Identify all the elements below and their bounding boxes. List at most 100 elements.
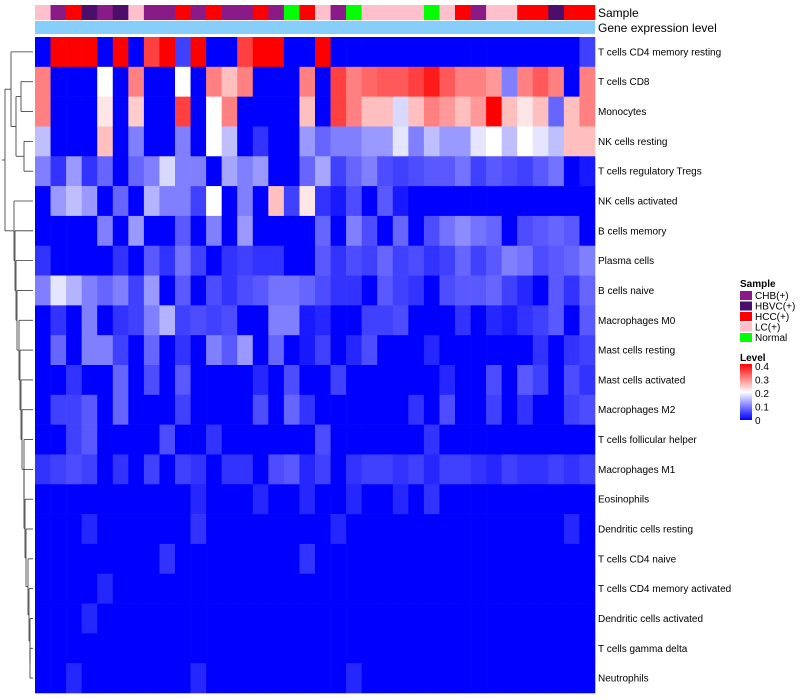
heatmap-cell <box>252 156 269 187</box>
heatmap-cell <box>470 186 487 217</box>
heatmap-cell <box>190 96 207 127</box>
heatmap-cell <box>486 66 502 97</box>
level-legend-tick: 0.4 <box>755 362 769 373</box>
heatmap-cell <box>501 603 518 634</box>
heatmap-cell <box>221 454 238 485</box>
heatmap-cell <box>455 335 471 366</box>
heatmap-cell <box>190 663 207 694</box>
heatmap-cell <box>283 305 300 336</box>
heatmap-cell <box>455 394 471 425</box>
heatmap-cell <box>97 394 114 425</box>
heatmap-cell <box>517 335 534 366</box>
heatmap-cell <box>35 37 51 68</box>
heatmap-cell <box>283 96 300 127</box>
heatmap-cell <box>112 543 129 575</box>
heatmap-cell <box>346 96 362 127</box>
sample-annotation-cell <box>299 5 316 20</box>
heatmap-cell <box>439 305 456 336</box>
heatmap-cell <box>315 96 331 127</box>
sample-annotation-cell <box>128 5 145 20</box>
heatmap-cell <box>50 484 67 515</box>
sample-annotation-cell <box>112 5 129 20</box>
heatmap-cell <box>159 96 176 127</box>
heatmap-cell <box>50 633 67 664</box>
heatmap-cells <box>35 37 596 694</box>
heatmap-cell <box>283 275 300 306</box>
heatmap-cell <box>532 543 549 575</box>
heatmap-cell <box>143 394 160 425</box>
heatmap-cell <box>517 454 534 485</box>
heatmap-cell <box>206 96 222 127</box>
heatmap-cell <box>517 365 534 396</box>
heatmap-cell <box>50 126 67 157</box>
heatmap-cell <box>97 424 114 455</box>
heatmap-cell <box>315 573 331 604</box>
heatmap-cell <box>206 215 222 247</box>
heatmap-cell <box>50 335 67 366</box>
heatmap-cell <box>408 37 425 68</box>
heatmap-cell <box>377 156 394 187</box>
heatmap-cell <box>501 424 518 455</box>
heatmap-cell <box>563 603 580 634</box>
heatmap-cell <box>252 126 269 157</box>
heatmap-cell <box>159 365 176 396</box>
heatmap-cell <box>392 37 409 68</box>
heatmap-cell <box>517 305 534 336</box>
heatmap-cell <box>486 335 502 366</box>
heatmap-cell <box>252 543 269 575</box>
heatmap-cell <box>315 186 331 217</box>
heatmap-cell <box>112 66 129 97</box>
heatmap-cell <box>470 305 487 336</box>
heatmap-cell <box>175 156 191 187</box>
heatmap-cell <box>237 663 254 694</box>
heatmap-cell <box>283 484 300 515</box>
heatmap-cell <box>112 96 129 127</box>
heatmap-cell <box>532 365 549 396</box>
heatmap-cell <box>81 394 98 425</box>
sample-annotation-cell <box>548 5 565 20</box>
heatmap-cell <box>268 126 285 157</box>
heatmap-cell <box>455 305 471 336</box>
heatmap-cell <box>221 66 238 97</box>
heatmap-cell <box>299 603 316 634</box>
heatmap-cell <box>221 37 238 68</box>
heatmap-cell <box>501 484 518 515</box>
heatmap-cell <box>112 394 129 425</box>
heatmap-cell <box>112 186 129 217</box>
heatmap-cell <box>299 96 316 127</box>
heatmap-cell <box>97 186 114 217</box>
heatmap-cell <box>501 543 518 575</box>
heatmap-cell <box>517 156 534 187</box>
heatmap-cell <box>532 37 549 68</box>
heatmap-cell <box>128 215 145 247</box>
heatmap-cell <box>423 484 440 515</box>
heatmap-cell <box>501 215 518 247</box>
heatmap-cell <box>128 156 145 187</box>
heatmap-cell <box>470 603 487 634</box>
heatmap-cell <box>455 186 471 217</box>
sample-annotation-cell <box>206 5 222 20</box>
row-label: Plasma cells <box>598 256 654 267</box>
sample-annotation-cell <box>237 5 254 20</box>
heatmap-cell <box>392 394 409 425</box>
heatmap-cell <box>579 663 596 694</box>
heatmap-cell <box>237 603 254 634</box>
heatmap-cell <box>252 186 269 217</box>
heatmap-cell <box>175 126 191 157</box>
heatmap-cell <box>252 37 269 68</box>
heatmap-cell <box>35 275 51 306</box>
heatmap-cell <box>548 37 565 68</box>
heatmap-cell <box>346 215 362 247</box>
heatmap-cell <box>175 454 191 485</box>
sample-annotation-cell <box>252 5 269 20</box>
heatmap-cell <box>532 454 549 485</box>
heatmap-cell <box>237 365 254 396</box>
heatmap-cell <box>408 156 425 187</box>
heatmap-cell <box>548 573 565 604</box>
heatmap-cell <box>252 424 269 455</box>
heatmap-cell <box>455 603 471 634</box>
heatmap-cell <box>35 126 51 157</box>
heatmap-cell <box>455 215 471 247</box>
heatmap-cell <box>143 37 160 68</box>
heatmap-cell <box>66 96 82 127</box>
